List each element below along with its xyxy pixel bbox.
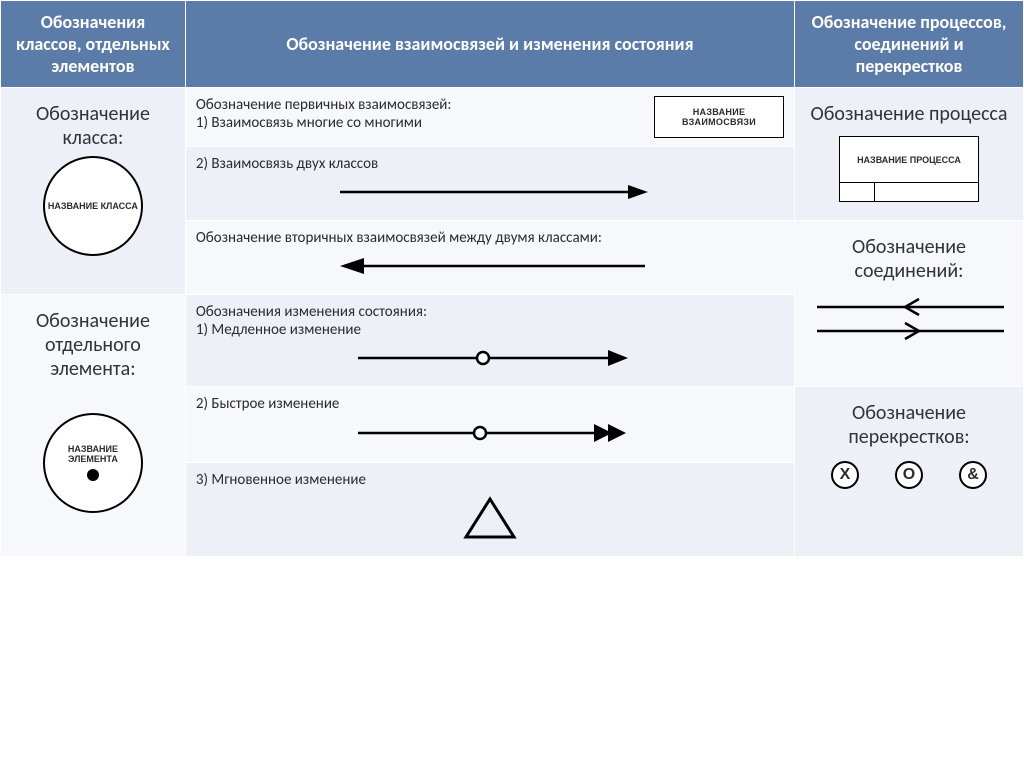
- instant-change-label: 3) Мгновенное изменение: [196, 471, 784, 489]
- crossings-title: Обозначение перекрестков:: [805, 395, 1013, 451]
- connections-title: Обозначение соединений:: [805, 229, 1013, 285]
- primary-rel-intro: Обозначение первичных взаимосвязей:: [196, 96, 642, 114]
- header-col2: Обозначение взаимосвязей и изменения сос…: [185, 1, 794, 88]
- col2-r1: Обозначение первичных взаимосвязей: 1) В…: [185, 88, 794, 147]
- connections-icon: [809, 291, 1009, 347]
- col2-r5: 2) Быстрое изменение: [185, 387, 794, 463]
- class-title: Обозначение класса:: [11, 96, 175, 152]
- crossing-symbols-row: X O &: [805, 451, 1013, 499]
- primary-rel-item1: 1) Взаимосвязь многие со многими: [196, 114, 642, 132]
- simple-arrow-icon: [330, 179, 650, 205]
- header-row: Обозначения классов, отдельных элементов…: [1, 1, 1024, 88]
- col1-element-cell: Обозначение отдельного элемента: НАЗВАНИ…: [1, 295, 186, 557]
- two-classes-label: 2) Взаимосвязь двух классов: [196, 155, 784, 173]
- col2-r2: 2) Взаимосвязь двух классов: [185, 147, 794, 221]
- col2-r6: 3) Мгновенное изменение: [185, 463, 794, 557]
- element-circle-icon: НАЗВАНИЕ ЭЛЕМЕНТА: [43, 413, 143, 513]
- fast-change-arrow-icon: [350, 419, 630, 447]
- col1-class-cell: Обозначение класса: НАЗВАНИЕ КЛАССА: [1, 88, 186, 295]
- crossing-o-icon: O: [895, 461, 923, 489]
- relationship-box-icon: НАЗВАНИЕ ВЗАИМОСВЯЗИ: [654, 96, 784, 138]
- col3-connections-cell: Обозначение соединений:: [795, 221, 1024, 387]
- class-circle-text: НАЗВАНИЕ КЛАССА: [48, 201, 138, 211]
- process-box-text: НАЗВАНИЕ ПРОЦЕССА: [857, 155, 961, 165]
- fast-change-label: 2) Быстрое изменение: [196, 395, 784, 413]
- secondary-arrow-icon: [330, 253, 650, 279]
- col3-crossings-cell: Обозначение перекрестков: X O &: [795, 387, 1024, 557]
- header-col1: Обозначения классов, отдельных элементов: [1, 1, 186, 88]
- class-circle-icon: НАЗВАНИЕ КЛАССА: [43, 156, 143, 256]
- process-box-icon: НАЗВАНИЕ ПРОЦЕССА: [839, 136, 979, 202]
- notation-table: Обозначения классов, отдельных элементов…: [0, 0, 1024, 557]
- secondary-rel-label: Обозначение вторичных взаимосвязей между…: [196, 229, 784, 247]
- col2-r4: Обозначения изменения состояния: 1) Медл…: [185, 295, 794, 387]
- element-title: Обозначение отдельного элемента:: [11, 303, 175, 383]
- element-circle-text: НАЗВАНИЕ ЭЛЕМЕНТА: [45, 444, 141, 464]
- process-title: Обозначение процесса: [805, 96, 1013, 128]
- triangle-icon: [460, 495, 520, 541]
- crossing-amp-icon: &: [959, 461, 987, 489]
- crossing-x-icon: X: [831, 461, 859, 489]
- state-change-intro: Обозначения изменения состояния:: [196, 303, 784, 321]
- col2-r3: Обозначение вторичных взаимосвязей между…: [185, 221, 794, 295]
- slow-change-arrow-icon: [350, 345, 630, 371]
- col3-process-cell: Обозначение процесса НАЗВАНИЕ ПРОЦЕССА: [795, 88, 1024, 221]
- header-col3: Обозначение процессов, соединений и пере…: [795, 1, 1024, 88]
- relationship-box-text: НАЗВАНИЕ ВЗАИМОСВЯЗИ: [661, 107, 777, 127]
- slow-change-label: 1) Медленное изменение: [196, 321, 784, 339]
